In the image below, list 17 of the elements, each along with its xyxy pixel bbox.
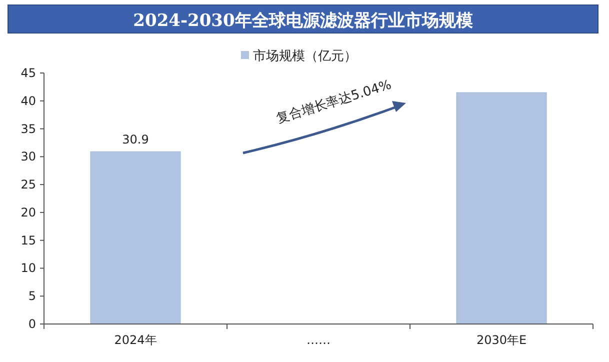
y-tick-label: 30 — [20, 150, 36, 164]
x-tick-label: …… — [306, 333, 330, 347]
chart-title: 2024-2030年全球电源滤波器行业市场规模 — [133, 11, 473, 31]
y-tick-label: 40 — [20, 94, 36, 108]
y-tick-label: 20 — [20, 205, 36, 220]
y-tick-label: 35 — [20, 122, 36, 136]
data-label: 30.9 — [122, 132, 149, 147]
x-tick-label: 2030年E — [476, 333, 527, 347]
y-tick-label: 25 — [20, 178, 36, 192]
y-tick-label: 10 — [20, 261, 36, 276]
y-tick-label: 15 — [20, 233, 36, 248]
annotation: 复合增长率达5.04% — [274, 76, 394, 127]
y-tick-label: 0 — [28, 317, 36, 331]
legend-label: 市场规模（亿元） — [253, 49, 357, 64]
x-tick-label: 2024年 — [114, 333, 157, 347]
y-tick-label: 5 — [28, 289, 36, 304]
y-tick-label: 45 — [20, 66, 36, 80]
